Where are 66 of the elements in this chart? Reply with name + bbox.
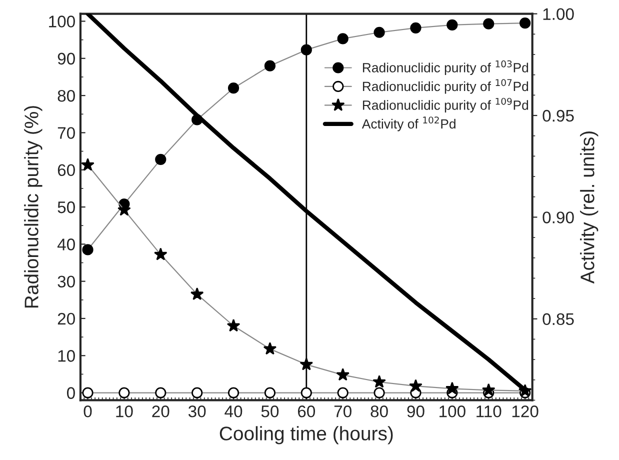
y2-axis-title: Activity (rel. units): [580, 131, 598, 284]
x-tick-label: 80: [370, 406, 388, 418]
x-tick-label: 70: [334, 406, 352, 418]
x-axis-title: Cooling time (hours): [220, 426, 393, 444]
y2-tick-label: 0.85: [542, 313, 574, 326]
y2-tick-label: 0.90: [542, 212, 574, 224]
legend-label: Radionuclidic purity of $^{109}$Pd: [362, 98, 528, 112]
y2-tick-label: 0.95: [542, 110, 574, 122]
y-tick-label: 70: [58, 127, 75, 139]
point: [81, 158, 94, 171]
x-tick-label: 100: [440, 406, 466, 418]
point: [300, 387, 312, 398]
point: [82, 244, 94, 256]
point: [372, 375, 386, 388]
x-tick-label: 10: [116, 406, 133, 418]
y-tick-label: 40: [57, 238, 75, 250]
point: [374, 26, 385, 38]
x-tick-label: 30: [188, 406, 206, 418]
legend-label: Radionuclidic purity of $^{107}$Pd: [362, 79, 528, 94]
x-tick-label: 50: [261, 406, 279, 418]
point: [228, 387, 240, 398]
point: [337, 33, 348, 44]
point: [263, 342, 277, 355]
point: [155, 387, 166, 398]
point: [300, 358, 314, 370]
point: [446, 19, 458, 30]
point: [337, 387, 348, 398]
point: [300, 44, 312, 56]
y-tick-label: 100: [49, 16, 75, 28]
point: [446, 382, 459, 394]
y-tick-label: 50: [58, 201, 75, 214]
x-tick-label: 120: [512, 406, 538, 418]
point: [82, 387, 94, 398]
y-tick-label: 20: [58, 312, 75, 325]
y-tick-label: 60: [58, 164, 75, 176]
y-tick-label: 0: [66, 387, 75, 399]
x-tick-label: 0: [84, 406, 92, 418]
point: [155, 154, 166, 165]
x-tick-label: 40: [224, 406, 242, 418]
y2-tick-label: 1.00: [543, 8, 574, 20]
point: [154, 248, 168, 260]
legend-label: Radionuclidic purity of $^{103}$Pd: [362, 60, 528, 75]
x-tick-label: 60: [298, 406, 316, 418]
y-tick-label: 80: [58, 90, 75, 102]
point: [264, 387, 276, 398]
point: [409, 379, 422, 392]
point: [482, 383, 496, 396]
point: [336, 368, 350, 381]
y-tick-label: 90: [58, 52, 75, 65]
x-tick-label: 110: [476, 406, 502, 418]
point: [228, 82, 240, 94]
x-tick-label: 20: [152, 406, 170, 418]
legend-label: Activity of $^{102}$Pd: [362, 116, 456, 132]
point: [374, 387, 385, 398]
point: [483, 18, 494, 30]
point: [118, 387, 130, 398]
point: [519, 18, 531, 29]
point: [190, 287, 204, 300]
point: [226, 318, 240, 332]
y-axis-title: Radionuclidic purity (%): [24, 106, 42, 308]
y-tick-label: 10: [58, 350, 75, 362]
point: [264, 60, 276, 72]
x-tick-label: 90: [407, 406, 424, 418]
point: [192, 387, 203, 398]
y-tick-label: 30: [58, 276, 75, 288]
point: [410, 22, 422, 34]
